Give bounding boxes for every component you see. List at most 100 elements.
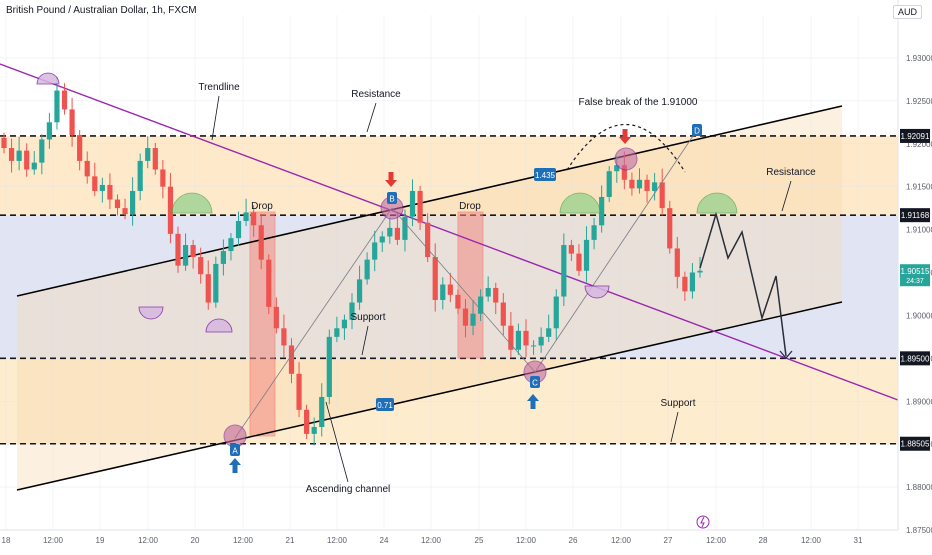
channel-label: Ascending channel (306, 484, 391, 495)
candle-body (614, 165, 620, 172)
candle (356, 265, 363, 310)
candle (387, 218, 393, 244)
candle-body (266, 259, 272, 307)
candle (213, 256, 219, 308)
candle (379, 231, 385, 252)
candle-body (659, 182, 665, 209)
drop-label-2: Drop (459, 201, 481, 212)
candle-body (137, 160, 143, 191)
candle-body (394, 227, 400, 240)
candle (311, 417, 317, 446)
last-price-countdown: 24:37 (906, 278, 924, 285)
candle-body (432, 257, 438, 300)
candle (205, 260, 211, 310)
level-tag-label: 1.92091 (901, 132, 930, 141)
candle (508, 311, 514, 358)
candle-body (54, 90, 60, 123)
candle (1, 132, 7, 154)
candle (682, 271, 688, 301)
candle-body (599, 196, 605, 226)
candle (394, 214, 400, 246)
candle-body (629, 179, 635, 189)
candle-body (470, 313, 476, 326)
candle (447, 272, 453, 303)
candle (493, 282, 499, 315)
x-tick-label: 12:00 (327, 536, 348, 545)
candle-body (538, 336, 544, 346)
candle (629, 172, 635, 196)
candle (591, 217, 597, 250)
candle-body (682, 276, 688, 292)
candle-body (387, 227, 393, 237)
ratio-label-1-box (534, 168, 556, 181)
candle (636, 168, 643, 194)
candle (160, 160, 166, 199)
candle (334, 316, 340, 343)
candle-body (576, 253, 582, 271)
x-tick-label: 18 (2, 536, 11, 545)
candle-body (485, 287, 491, 297)
channel-fill (17, 106, 842, 490)
candle-body (288, 345, 295, 374)
channel-pointer (325, 401, 349, 483)
candle (576, 244, 582, 276)
candle-body (220, 251, 226, 264)
point-c-label-box (530, 376, 540, 388)
candle-body (130, 190, 136, 215)
candle-body (251, 212, 257, 226)
y-tick-label: 1.90000 (906, 311, 932, 320)
candle (296, 362, 302, 418)
candle-body (31, 162, 37, 170)
last-price-label: 1.90515 (901, 267, 930, 276)
time-axis-bg (0, 530, 932, 550)
candle-body (273, 306, 279, 329)
lightning-icon-bolt (700, 516, 705, 528)
candle-body (508, 325, 514, 350)
candle-body (530, 345, 537, 347)
candle-body (84, 160, 90, 177)
candle (175, 226, 181, 273)
support-label-bottom: Support (660, 398, 695, 409)
candle-body (243, 212, 249, 221)
candle (235, 211, 242, 246)
x-tick-label: 12:00 (138, 536, 159, 545)
candle-body (46, 122, 52, 140)
candle (304, 404, 310, 440)
candle-body (341, 319, 348, 329)
candle (667, 200, 673, 254)
y-tick-label: 1.91500 (906, 183, 932, 192)
candle-body (1, 137, 7, 149)
candle (674, 236, 680, 289)
candle-body (152, 148, 158, 170)
resistance-label-top: Resistance (351, 89, 401, 100)
candle (54, 76, 60, 130)
candle-body (114, 199, 121, 209)
candle (478, 289, 484, 321)
candle-body (258, 225, 264, 260)
currency-badge[interactable]: AUD (892, 5, 922, 19)
point-d-label: D (694, 127, 700, 136)
candle (152, 142, 158, 175)
x-tick-label: 21 (286, 536, 295, 545)
candle-body (591, 225, 597, 240)
x-tick-label: 12:00 (801, 536, 822, 545)
projection-line-cd (534, 129, 698, 373)
candle-body (568, 245, 574, 254)
candle (319, 383, 325, 437)
candle-body (334, 328, 340, 337)
candle (99, 177, 105, 203)
false-break-arc (566, 123, 686, 173)
x-tick-label: 12:00 (706, 536, 727, 545)
candle (46, 112, 52, 149)
y-tick-label: 1.88000 (906, 483, 932, 492)
candle (402, 209, 408, 252)
x-tick-label: 12:00 (233, 536, 254, 545)
candle-body (652, 182, 658, 191)
point-d-label-box (692, 124, 702, 136)
candle (644, 174, 650, 203)
candle-body (205, 274, 211, 303)
resistance-touch-2 (696, 192, 738, 214)
candle-body (372, 242, 378, 260)
candle (167, 172, 174, 244)
